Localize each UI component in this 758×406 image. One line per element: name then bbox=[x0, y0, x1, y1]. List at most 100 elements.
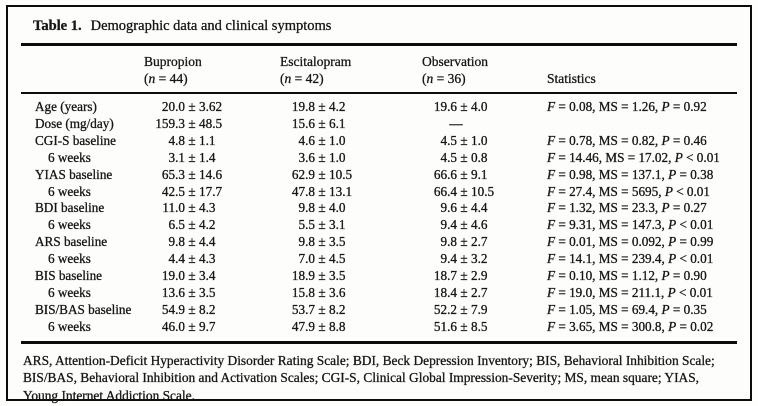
observation-value: 66.6 ±9.1 bbox=[433, 166, 488, 182]
header-escitalopram: Escitalopram (n = 42) bbox=[269, 45, 411, 94]
bupropion-value: 65.3 ±14.6 bbox=[161, 166, 223, 182]
row-label: 6 weeks bbox=[48, 217, 91, 233]
escitalopram-value: 5.5 ±3.1 bbox=[298, 217, 346, 233]
table-row: 6 weeks 3.1 ±1.4 3.6 ±1.0 4.5 ±0.8 F = 14.46, M… bbox=[21, 150, 737, 167]
statistics-value: F = 0.08, MS = 1.26, P = 0.92 bbox=[547, 99, 707, 114]
header-statistics-label: Statistics bbox=[547, 71, 596, 86]
table-row: 6 weeks 42.5 ±17.7 47.8 ±13.1 66.4 ±10.5 F = 27… bbox=[21, 183, 737, 201]
row-label: Age (years) bbox=[35, 99, 97, 114]
row-label: YIAS baseline bbox=[35, 166, 113, 182]
observation-value: 4.5 ±0.8 bbox=[440, 149, 488, 165]
table-row: Age (years) 20.0 ±3.62 19.8 ±4.2 19.6 ±4.0 F = … bbox=[21, 93, 737, 116]
escitalopram-value: 47.8 ±13.1 bbox=[291, 183, 353, 199]
header-row-label-column bbox=[21, 45, 139, 94]
table-frame: Table 1. Demographic data and clinical sy… bbox=[6, 5, 752, 403]
demographics-table: Bupropion (n = 44) Escitalopram (n = 42)… bbox=[21, 43, 737, 344]
statistics-value: F = 1.32, MS = 23.3, P = 0.27 bbox=[547, 200, 707, 216]
escitalopram-value: 19.8 ±4.2 bbox=[291, 99, 346, 114]
row-label: Dose (mg/day) bbox=[35, 115, 114, 131]
table-title: Table 1. Demographic data and clinical sy… bbox=[33, 16, 737, 37]
statistics-value: F = 0.78, MS = 0.82, P = 0.46 bbox=[547, 132, 707, 148]
statistics-value: F = 0.01, MS = 0.092, P = 0.99 bbox=[547, 234, 714, 250]
row-label: ARS baseline bbox=[35, 234, 108, 250]
header-observation-n: (n = 36) bbox=[422, 71, 466, 86]
escitalopram-value: 4.6 ±1.0 bbox=[298, 132, 346, 148]
table-row: 6 weeks 4.4 ±4.3 7.0 ±4.5 9.4 ±3.2 F = 14.1, MS… bbox=[21, 251, 737, 268]
escitalopram-value: 18.9 ±3.5 bbox=[291, 268, 346, 284]
row-label: 6 weeks bbox=[48, 284, 91, 300]
row-label: BIS baseline bbox=[35, 268, 103, 284]
row-label: 6 weeks bbox=[48, 251, 91, 267]
bupropion-value: 3.1 ±1.4 bbox=[168, 149, 216, 165]
header-bupropion: Bupropion (n = 44) bbox=[139, 45, 269, 94]
bupropion-value: 9.8 ±4.4 bbox=[168, 234, 216, 250]
table-row: 6 weeks 6.5 ±4.2 5.5 ±3.1 9.4 ±4.6 F = 9.31, MS… bbox=[21, 217, 737, 234]
table-number: Table 1. bbox=[33, 18, 82, 34]
bupropion-value: 46.0 ±9.7 bbox=[161, 318, 216, 334]
observation-value: 19.6 ±4.0 bbox=[433, 99, 488, 114]
observation-value: 52.2 ±7.9 bbox=[433, 301, 488, 317]
table-row: CGI-S baseline 4.8 ±1.1 4.6 ±1.0 4.5 ±1.0 F = 0… bbox=[21, 133, 737, 150]
observation-value: 9.6 ±4.4 bbox=[440, 200, 488, 216]
escitalopram-value: 3.6 ±1.0 bbox=[298, 149, 346, 165]
row-label: 6 weeks bbox=[48, 318, 91, 334]
statistics-value: F = 27.4, MS = 5695, P < 0.01 bbox=[547, 183, 710, 199]
header-bupropion-name: Bupropion bbox=[144, 54, 202, 69]
observation-value: — bbox=[449, 115, 463, 131]
table-row: 6 weeks 13.6 ±3.5 15.8 ±3.6 18.4 ±2.7 F = 19.0,… bbox=[21, 285, 737, 302]
escitalopram-value: 15.8 ±3.6 bbox=[291, 284, 346, 300]
table-caption: Demographic data and clinical symptoms bbox=[90, 18, 332, 34]
header-statistics: Statistics bbox=[539, 45, 737, 94]
statistics-value bbox=[539, 116, 737, 133]
observation-value: 51.6 ±8.5 bbox=[433, 318, 488, 334]
escitalopram-value: 15.6 ±6.1 bbox=[291, 115, 346, 131]
row-label: 6 weeks bbox=[48, 183, 91, 199]
table-row: 6 weeks 46.0 ±9.7 47.9 ±8.8 51.6 ±8.5 F = 3.65,… bbox=[21, 319, 737, 342]
table-row: YIAS baseline 65.3 ±14.6 62.9 ±10.5 66.6 ±9.1 F… bbox=[21, 166, 737, 184]
observation-value: 9.4 ±3.2 bbox=[440, 251, 488, 267]
escitalopram-value: 62.9 ±10.5 bbox=[291, 166, 353, 182]
observation-value: 9.4 ±4.6 bbox=[440, 217, 488, 233]
bupropion-value: 54.9 ±8.2 bbox=[161, 301, 216, 317]
statistics-value: F = 14.46, MS = 17.02, P < 0.01 bbox=[547, 149, 720, 165]
observation-value: 18.4 ±2.7 bbox=[433, 284, 488, 300]
header-escitalopram-name: Escitalopram bbox=[280, 54, 352, 69]
escitalopram-value: 9.8 ±3.5 bbox=[298, 234, 346, 250]
bupropion-value: 13.6 ±3.5 bbox=[161, 284, 216, 300]
table-body: Age (years) 20.0 ±3.62 19.8 ±4.2 19.6 ±4.0 F = … bbox=[21, 93, 737, 342]
escitalopram-value: 7.0 ±4.5 bbox=[298, 251, 346, 267]
header-bupropion-n: (n = 44) bbox=[144, 71, 188, 86]
row-label: CGI-S baseline bbox=[35, 132, 116, 148]
header-row: Bupropion (n = 44) Escitalopram (n = 42)… bbox=[21, 45, 737, 94]
header-observation-name: Observation bbox=[422, 54, 488, 69]
escitalopram-value: 47.9 ±8.8 bbox=[291, 318, 346, 334]
bupropion-value: 42.5 ±17.7 bbox=[161, 183, 223, 199]
statistics-value: F = 9.31, MS = 147.3, P < 0.01 bbox=[547, 217, 714, 233]
observation-value: 4.5 ±1.0 bbox=[440, 132, 488, 148]
row-label: BIS/BAS baseline bbox=[35, 301, 132, 317]
statistics-value: F = 19.0, MS = 211.1, P < 0.01 bbox=[547, 284, 713, 300]
table-row: BDI baseline 11.0 ±4.3 9.8 ±4.0 9.6 ±4.4 F = 1.… bbox=[21, 200, 737, 217]
observation-value: 18.7 ±2.9 bbox=[433, 268, 488, 284]
bupropion-value: 11.0 ±4.3 bbox=[162, 200, 216, 216]
observation-value: 66.4 ±10.5 bbox=[433, 183, 495, 199]
statistics-value: F = 1.05, MS = 69.4, P = 0.35 bbox=[547, 301, 707, 317]
table-row: Dose (mg/day) 159.3 ±48.5 15.6 ±6.1 — bbox=[21, 116, 737, 133]
table-row: BIS baseline 19.0 ±3.4 18.9 ±3.5 18.7 ±2.9 F = … bbox=[21, 268, 737, 285]
statistics-value: F = 0.98, MS = 137.1, P = 0.38 bbox=[547, 166, 714, 182]
bupropion-value: 20.0 ±3.62 bbox=[161, 99, 223, 114]
statistics-value: F = 3.65, MS = 300.8, P = 0.02 bbox=[547, 318, 714, 334]
statistics-value: F = 0.10, MS = 1.12, P = 0.90 bbox=[547, 268, 707, 284]
row-label: BDI baseline bbox=[35, 200, 105, 216]
header-escitalopram-n: (n = 42) bbox=[280, 71, 324, 86]
table-header: Bupropion (n = 44) Escitalopram (n = 42)… bbox=[21, 45, 737, 94]
bupropion-value: 6.5 ±4.2 bbox=[168, 217, 216, 233]
header-observation: Observation (n = 36) bbox=[411, 45, 539, 94]
statistics-value: F = 14.1, MS = 239.4, P < 0.01 bbox=[547, 251, 714, 267]
bupropion-value: 4.8 ±1.1 bbox=[168, 132, 216, 148]
bupropion-value: 159.3 ±48.5 bbox=[155, 115, 223, 131]
row-label: 6 weeks bbox=[48, 149, 91, 165]
table-row: BIS/BAS baseline 54.9 ±8.2 53.7 ±8.2 52.2 ±7.9… bbox=[21, 302, 737, 319]
observation-value: 9.8 ±2.7 bbox=[440, 234, 488, 250]
